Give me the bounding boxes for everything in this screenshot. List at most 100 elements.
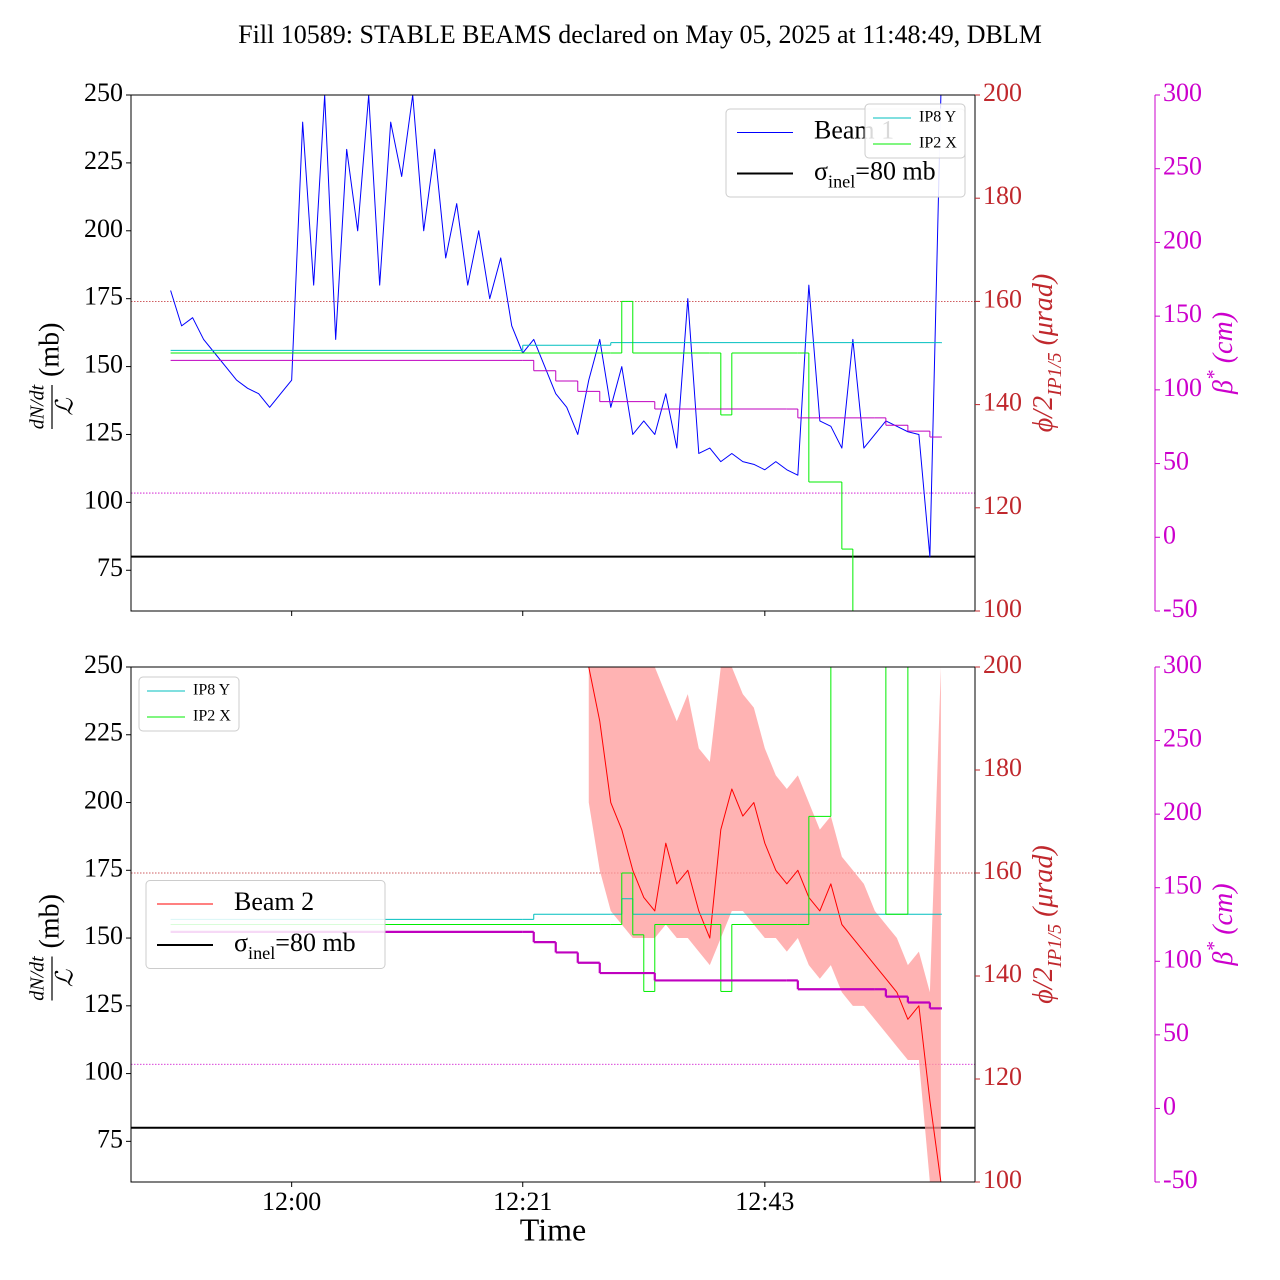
y3-tick-label: 150: [1163, 871, 1202, 900]
label-part: *: [1204, 370, 1225, 380]
plot-frame: [130, 666, 976, 1183]
y2-tick-label: 100: [983, 594, 1022, 623]
y-tick-label: 225: [84, 718, 123, 747]
y-tick-label: 175: [84, 853, 123, 882]
y-tick-label: 75: [97, 1124, 123, 1153]
label-part: ϕ/2: [1028, 396, 1059, 432]
y3-axis-label: β* (cm): [1204, 312, 1239, 395]
y2-tick-label: 120: [983, 1062, 1022, 1091]
y3-tick-label: 200: [1163, 225, 1202, 254]
data-line: [588, 667, 942, 1182]
y3-axis-label: β* (cm): [1204, 883, 1239, 966]
y-tick-label: 200: [84, 214, 123, 243]
y3-label-text: β* (cm): [1204, 883, 1239, 966]
y2-axis-label: ϕ/2IP1/5 (μrad): [1028, 274, 1066, 432]
y-tick-label: 125: [84, 989, 123, 1018]
y-axis-label: dN/dt ℒ (mb): [27, 894, 79, 1001]
legend-label: σinel=80 mb: [814, 156, 936, 191]
y-label-numerator: dN/dt: [27, 956, 49, 1001]
legend-label: IP2 X: [193, 708, 231, 725]
y3-tick-label: 250: [1163, 152, 1202, 181]
label-part: =80 mb: [275, 928, 355, 957]
y-label-denominator: ℒ: [53, 969, 79, 987]
y2-axis-label: ϕ/2IP1/5 (μrad): [1028, 845, 1066, 1003]
y2-tick-label: 200: [983, 78, 1022, 107]
legend: IP8 Y IP2 X: [864, 103, 966, 159]
y2-tick-label: 120: [983, 491, 1022, 520]
y3-tick-label: 0: [1163, 520, 1176, 549]
y-label-unit: (mb): [34, 894, 65, 948]
chart-title: Fill 10589: STABLE BEAMS declared on May…: [238, 20, 1042, 49]
plot-area: [131, 95, 975, 611]
label-part: *: [1204, 942, 1225, 952]
y3-tick-label: 100: [1163, 373, 1202, 402]
y-tick-label: 250: [84, 650, 123, 679]
label-part: =80 mb: [855, 156, 935, 185]
x-tick-label: 12:43: [735, 1187, 794, 1216]
y2-tick-label: 200: [983, 650, 1022, 679]
legend-label: IP8 Y: [919, 109, 957, 126]
label-part: β: [1208, 952, 1239, 967]
y3-tick-label: -50: [1163, 594, 1198, 623]
y3-tick-label: 200: [1163, 797, 1202, 826]
y3-tick-label: 0: [1163, 1091, 1176, 1120]
y-tick-label: 225: [84, 146, 123, 175]
y-label-numerator: dN/dt: [27, 384, 49, 429]
y-tick-label: 250: [84, 78, 123, 107]
legend: IP8 Y IP2 X: [138, 676, 240, 732]
y3-label-text: β* (cm): [1204, 312, 1239, 395]
y-tick-label: 125: [84, 417, 123, 446]
y-tick-label: 175: [84, 282, 123, 311]
plot-frame: [130, 94, 976, 612]
y-tick-label: 200: [84, 785, 123, 814]
legend-label: IP2 X: [919, 135, 957, 152]
label-part: σ: [814, 156, 828, 185]
y2-tick-label: 140: [983, 388, 1022, 417]
y-tick-label: 100: [84, 485, 123, 514]
label-part: inel: [248, 943, 275, 963]
y-label-denominator: ℒ: [53, 398, 79, 416]
label-part: IP1/5: [1045, 924, 1066, 969]
y2-label-text: ϕ/2IP1/5 (μrad): [1028, 274, 1066, 432]
y2-tick-label: 140: [983, 959, 1022, 988]
label-part: β: [1208, 380, 1239, 395]
y2-tick-label: 180: [983, 753, 1022, 782]
y3-tick-label: 150: [1163, 299, 1202, 328]
label-part: IP1/5: [1045, 352, 1066, 397]
legend: Beam 2 σinel=80 mb: [145, 880, 386, 969]
y3-tick-label: -50: [1163, 1165, 1198, 1194]
legend-label: σinel=80 mb: [234, 928, 356, 963]
y-tick-label: 150: [84, 921, 123, 950]
x-tick-label: 12:21: [493, 1187, 552, 1216]
label-part: inel: [828, 172, 855, 192]
y-axis-label: dN/dt ℒ (mb): [27, 323, 79, 430]
y3-tick-label: 50: [1163, 447, 1189, 476]
y2-tick-label: 160: [983, 856, 1022, 885]
y3-tick-label: 50: [1163, 1018, 1189, 1047]
label-part: (μrad): [1028, 274, 1059, 353]
y-tick-label: 100: [84, 1057, 123, 1086]
y-tick-label: 75: [97, 553, 123, 582]
y3-tick-label: 250: [1163, 724, 1202, 753]
label-part: σ: [234, 928, 248, 957]
data-line: [170, 95, 942, 558]
y3-tick-label: 100: [1163, 944, 1202, 973]
y-tick-label: 150: [84, 350, 123, 379]
legend-label: Beam 2: [234, 887, 314, 916]
legend-box: [145, 880, 386, 969]
y3-tick-label: 300: [1163, 78, 1202, 107]
y2-tick-label: 100: [983, 1165, 1022, 1194]
y2-tick-label: 160: [983, 284, 1022, 313]
x-axis-label: Time: [520, 1211, 586, 1247]
y2-tick-label: 180: [983, 181, 1022, 210]
y2-label-text: ϕ/2IP1/5 (μrad): [1028, 845, 1066, 1003]
label-part: (μrad): [1028, 845, 1059, 924]
legend-label: IP8 Y: [193, 682, 231, 699]
y3-tick-label: 300: [1163, 650, 1202, 679]
y-label-unit: (mb): [34, 323, 65, 377]
x-tick-label: 12:00: [262, 1187, 321, 1216]
label-part: (cm): [1208, 312, 1239, 370]
label-part: (cm): [1208, 883, 1239, 941]
